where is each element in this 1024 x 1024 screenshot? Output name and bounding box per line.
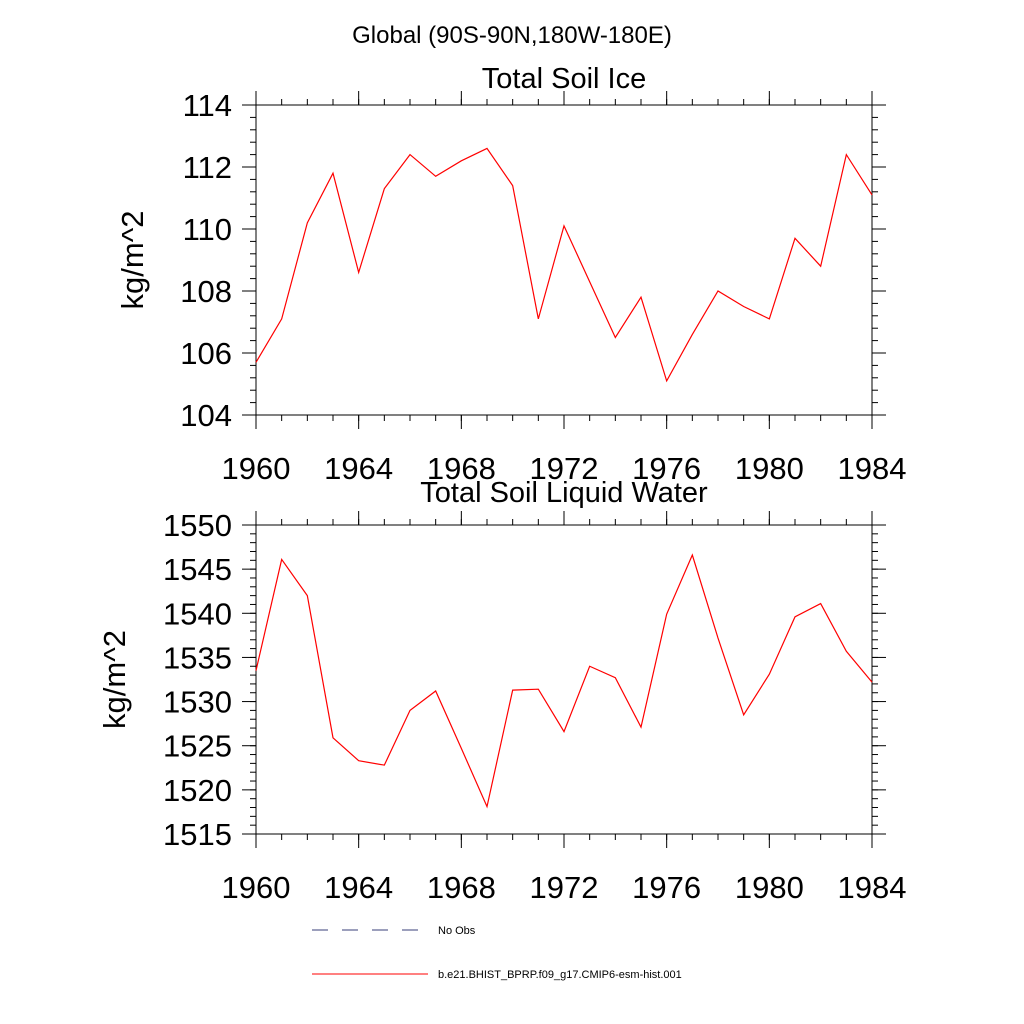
y-tick-label: 1530	[163, 685, 232, 720]
y-tick-label: 1520	[163, 773, 232, 808]
y-axis-label: kg/m^2	[97, 630, 132, 729]
x-tick-label: 1968	[427, 870, 496, 905]
plot-frame	[255, 524, 873, 835]
x-tick-label: 1984	[838, 870, 907, 905]
chart-title: Total Soil Liquid Water	[420, 477, 708, 509]
y-tick-label: 1540	[163, 596, 232, 631]
legend: No Obs b.e21.BHIST_BPRP.f09_g17.CMIP6-esm…	[312, 925, 682, 981]
legend-label: No Obs	[438, 925, 476, 937]
y-tick-label: 1525	[163, 729, 232, 764]
legend-label: b.e21.BHIST_BPRP.f09_g17.CMIP6-esm-hist.…	[438, 969, 682, 981]
x-tick-label: 1968	[427, 451, 496, 486]
y-tick-label: 1545	[163, 552, 232, 587]
y-tick-label: 114	[183, 88, 232, 123]
y-tick-label: 110	[183, 212, 232, 247]
x-tick-label: 1960	[222, 870, 291, 905]
y-tick-label: 112	[183, 150, 232, 185]
y-tick-label: 104	[180, 398, 232, 433]
x-tick-label: 1976	[632, 870, 701, 905]
y-tick-label: 1535	[163, 640, 232, 675]
y-axis-label: kg/m^2	[115, 211, 150, 310]
x-tick-label: 1972	[530, 451, 599, 486]
x-tick-label: 1960	[222, 451, 291, 486]
x-tick-label: 1976	[632, 451, 701, 486]
series-line	[255, 147, 873, 383]
x-tick-label: 1984	[838, 451, 907, 486]
chart-panel-1: Total Soil Ice kg/m^2 1960 1964 1968 1972 1976…	[115, 63, 906, 486]
y-tick-label: 108	[180, 274, 232, 309]
chart-panel-2: Total Soil Liquid Water kg/m^2 1960 1964 196…	[97, 477, 906, 905]
x-tick-label: 1980	[735, 451, 804, 486]
series-line	[255, 553, 873, 809]
chart-title: Total Soil Ice	[482, 63, 646, 95]
x-tick-label: 1980	[735, 870, 804, 905]
plot-frame	[255, 104, 873, 416]
x-tick-label: 1964	[324, 870, 393, 905]
page-title: Global (90S-90N,180W-180E)	[352, 22, 672, 49]
x-tick-label: 1964	[324, 451, 393, 486]
x-tick-label: 1972	[530, 870, 599, 905]
y-tick-label: 1550	[163, 508, 232, 543]
y-tick-label: 1515	[163, 817, 232, 852]
y-tick-label: 106	[180, 336, 232, 371]
